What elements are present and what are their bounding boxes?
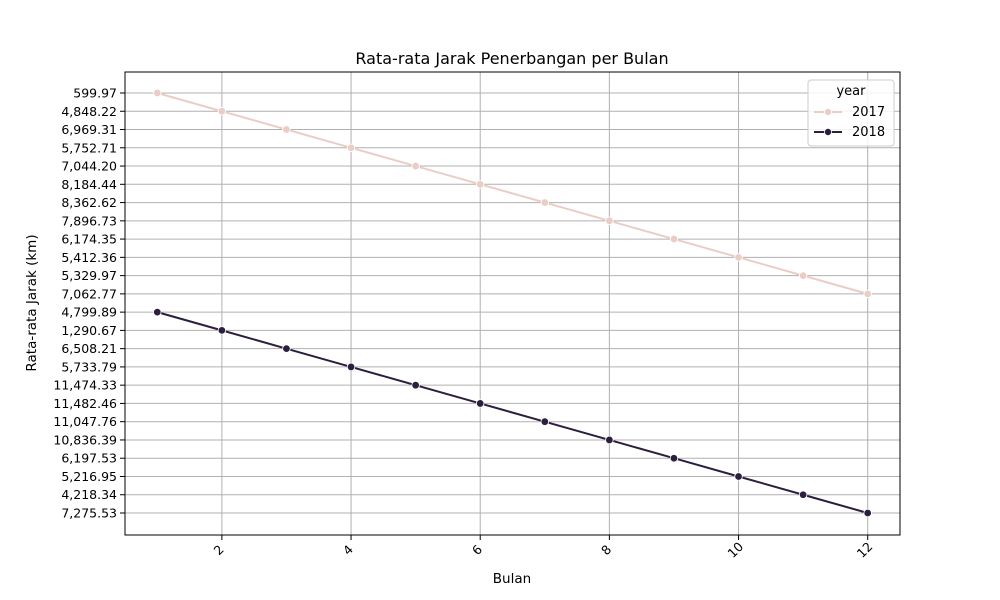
y-tick-label: 7,896.73 — [61, 213, 117, 228]
y-axis: 599.97 4,848.22 6,969.31 5,752.71 7,044.20 8,… — [53, 86, 125, 521]
legend-label-2018: 2018 — [852, 125, 885, 140]
data-point-2017 — [669, 234, 679, 244]
data-point-2017 — [605, 216, 614, 226]
y-tick-label: 5,752.71 — [61, 140, 117, 155]
data-point-2017 — [540, 198, 549, 207]
legend-title: year — [836, 84, 866, 99]
y-axis-label: Rata-rata Jarak (km) — [24, 234, 40, 371]
legend-marker-2017 — [824, 108, 833, 117]
y-tick-label: 8,184.44 — [61, 177, 117, 192]
y-tick-label: 6,508.21 — [61, 341, 117, 356]
y-tick-label: 7,062.77 — [61, 286, 117, 301]
data-point-2018 — [605, 435, 614, 445]
y-tick-label: 4,799.89 — [61, 305, 117, 320]
x-axis-label: Bulan — [493, 571, 531, 587]
legend-marker-2018 — [824, 127, 833, 136]
y-tick-label: 6,174.35 — [61, 232, 117, 247]
y-tick-label: 5,412.36 — [61, 250, 117, 265]
data-point-2017 — [217, 107, 227, 116]
y-tick-label: 7,044.20 — [61, 159, 117, 174]
data-point-2017 — [863, 289, 872, 299]
y-tick-label: 8,362.62 — [61, 195, 117, 210]
data-point-2018 — [476, 399, 485, 408]
chart-title: Rata-rata Jarak Penerbangan per Bulan — [355, 49, 668, 68]
data-point-2018 — [346, 362, 356, 372]
data-point-2017 — [734, 253, 743, 262]
legend-label-2017: 2017 — [852, 105, 885, 120]
y-tick-label: 7,275.53 — [61, 506, 117, 521]
data-point-2018 — [153, 307, 162, 317]
y-tick-label: 5,733.79 — [61, 359, 117, 374]
legend: year 2017 2018 — [807, 79, 895, 147]
data-point-2018 — [411, 380, 420, 390]
data-point-2017 — [153, 88, 162, 98]
data-point-2018 — [798, 490, 808, 499]
y-tick-label: 5,329.97 — [61, 268, 117, 283]
data-point-2017 — [346, 143, 356, 152]
series-line-2017 — [157, 92, 868, 295]
data-point-2018 — [863, 508, 872, 518]
data-point-2017 — [411, 161, 420, 171]
grid — [125, 72, 900, 535]
y-tick-label: 4,848.22 — [61, 104, 117, 119]
data-point-2018 — [540, 417, 549, 426]
series-layer — [153, 88, 872, 518]
y-tick-label: 11,047.76 — [53, 414, 117, 429]
data-point-2018 — [217, 326, 227, 335]
data-point-2017 — [476, 180, 485, 189]
y-tick-label: 5,216.95 — [61, 469, 117, 484]
y-tick-label: 599.97 — [73, 86, 117, 101]
data-point-2018 — [282, 344, 291, 353]
y-tick-label: 1,290.67 — [61, 323, 117, 338]
y-tick-label: 6,197.53 — [61, 451, 117, 466]
y-tick-label: 11,482.46 — [53, 396, 117, 411]
plot-frame — [124, 71, 901, 536]
data-point-2018 — [734, 472, 743, 481]
data-point-2017 — [282, 125, 291, 134]
data-point-2017 — [798, 271, 808, 280]
y-tick-label: 11,474.33 — [53, 378, 117, 393]
series-line-2018 — [157, 311, 868, 514]
y-tick-label: 10,836.39 — [53, 432, 117, 447]
data-point-2018 — [669, 454, 679, 463]
y-tick-label: 6,969.31 — [61, 122, 117, 137]
y-tick-label: 4,218.34 — [61, 487, 117, 502]
